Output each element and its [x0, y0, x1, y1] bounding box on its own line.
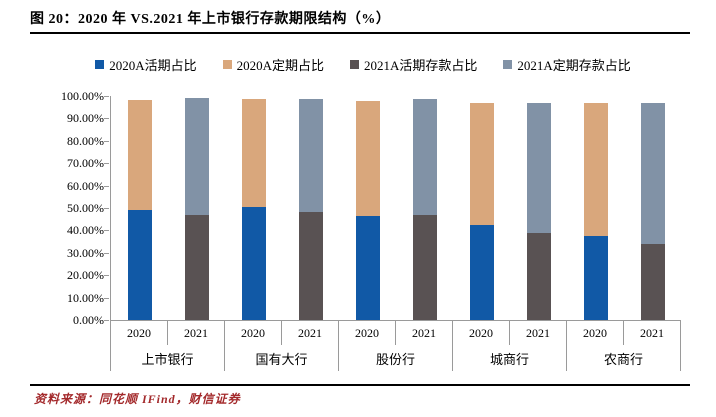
- bar-segment-2021-demand: [298, 211, 323, 320]
- year-label: 2020: [355, 325, 379, 340]
- category-group: 2020 2021 上市银行: [111, 321, 225, 371]
- y-tick-mark: [104, 185, 109, 187]
- legend-swatch-icon: [222, 59, 232, 69]
- y-tick-label: 10.00%: [67, 290, 104, 305]
- legend-label: 2020A定期占比: [236, 57, 324, 73]
- legend-item: 2020A定期占比: [222, 55, 324, 74]
- y-tick-label: 0.00%: [73, 313, 104, 327]
- year-label: 2021: [281, 321, 338, 345]
- y-tick-mark: [104, 163, 109, 165]
- year-row: 2020 2021: [111, 321, 224, 345]
- x-axis: 2020 2021 上市银行 2020 2021 国有大行 2020 2021 股份行 2020 2…: [110, 321, 681, 371]
- y-tick-mark: [104, 297, 109, 299]
- year-label: 2021: [623, 321, 680, 345]
- legend-item: 2021A定期存款占比: [503, 55, 631, 74]
- category-group: 2020 2021 城商行: [453, 321, 567, 371]
- year-row: 2020 2021: [339, 321, 452, 345]
- bar-segment-2021-demand: [412, 215, 437, 320]
- group-label: 国有大行: [255, 351, 308, 367]
- y-tick-mark: [104, 208, 109, 209]
- year-label: 2021: [509, 321, 566, 345]
- category-group: 2020 2021 国有大行: [225, 321, 339, 371]
- year-label: 2021: [167, 321, 224, 345]
- bar-segment-2020-time: [469, 102, 494, 225]
- footer-divider: [30, 384, 690, 386]
- y-tick-mark: [104, 96, 109, 97]
- legend-swatch-icon: [503, 59, 513, 69]
- year-label: 2020: [241, 325, 265, 340]
- year-row: 2020 2021: [225, 321, 338, 345]
- group-label: 城商行: [489, 351, 529, 367]
- bar-segment-2021-time: [640, 103, 665, 245]
- bar-segment-2021-demand: [184, 214, 209, 320]
- y-tick-label: 70.00%: [67, 156, 104, 171]
- bar-segment-2020-demand: [355, 215, 380, 320]
- bar-segment-2020-time: [127, 99, 152, 211]
- bar-segment-2021-demand: [640, 244, 665, 320]
- y-tick-mark: [104, 252, 109, 254]
- y-tick-label: 20.00%: [67, 268, 104, 283]
- y-tick-mark: [104, 140, 109, 142]
- y-tick-mark: [104, 230, 109, 232]
- bar-segment-2021-demand: [526, 233, 551, 320]
- bar-segment-2021-time: [184, 98, 209, 215]
- year-label: 2021: [395, 321, 452, 345]
- group-label: 上市银行: [141, 351, 194, 367]
- y-tick-mark: [104, 275, 109, 277]
- y-tick-label: 80.00%: [67, 133, 104, 148]
- y-tick-label: 60.00%: [67, 178, 104, 193]
- bar-segment-2020-demand: [469, 224, 494, 320]
- year-label: 2020: [127, 325, 151, 340]
- legend-swatch-icon: [95, 59, 105, 69]
- bar-segment-2020-demand: [241, 207, 266, 320]
- category-group: 2020 2021 农商行: [567, 321, 681, 371]
- year-label: 2020: [583, 325, 607, 340]
- y-tick-label: 50.00%: [67, 201, 104, 215]
- legend-swatch-icon: [350, 59, 359, 69]
- bar-segment-2021-time: [298, 99, 323, 212]
- source-note: 资料来源：同花顺 IFind，财信证券: [34, 392, 241, 406]
- bar-segment-2021-time: [412, 99, 437, 216]
- group-label: 农商行: [603, 351, 643, 367]
- figure-title: 图 20：2020 年 VS.2021 年上市银行存款期限结构（%）: [30, 12, 391, 27]
- plot-area: [110, 96, 681, 321]
- bar-segment-2021-time: [526, 102, 551, 234]
- bar-segment-2020-time: [355, 100, 380, 216]
- legend-label: 2021A活期存款占比: [364, 57, 478, 73]
- year-row: 2020 2021: [453, 321, 566, 345]
- y-tick-label: 30.00%: [67, 245, 104, 260]
- bar-segment-2020-demand: [583, 236, 608, 320]
- legend-label: 2020A活期占比: [109, 57, 197, 73]
- legend: 2020A活期占比 2020A定期占比 2021A活期存款占比 2021A定期存款占比: [80, 55, 646, 73]
- bar-segment-2020-time: [583, 102, 608, 236]
- bar-segment-2020-time: [241, 99, 266, 208]
- group-label: 股份行: [375, 351, 415, 367]
- y-tick-mark: [104, 118, 109, 120]
- title-divider: [30, 32, 690, 34]
- y-tick-mark: [104, 320, 109, 321]
- legend-label: 2021A定期存款占比: [517, 57, 631, 73]
- y-tick-label: 100.00%: [61, 89, 104, 103]
- legend-item: 2021A活期存款占比: [350, 55, 477, 74]
- year-row: 2020 2021: [567, 321, 680, 345]
- year-label: 2020: [469, 325, 493, 340]
- y-tick-label: 40.00%: [67, 223, 104, 238]
- category-group: 2020 2021 股份行: [339, 321, 453, 371]
- y-tick-label: 90.00%: [67, 111, 104, 126]
- legend-item: 2020A活期占比: [95, 55, 197, 74]
- bar-segment-2020-demand: [127, 210, 152, 320]
